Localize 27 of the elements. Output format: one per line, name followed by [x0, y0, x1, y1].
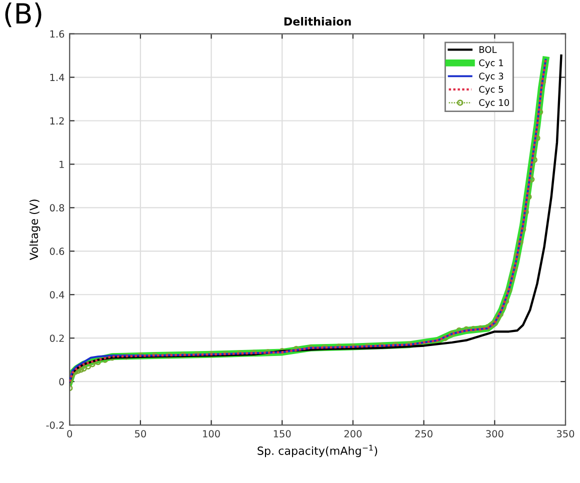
y-tick-label: 0.8 [50, 204, 64, 212]
x-axis-title: Sp. capacity(mAhg$^{−1}$) [258, 444, 378, 458]
text: (B) [5, 2, 42, 28]
y-tick-label: 0.6 [50, 248, 64, 255]
x-tick-label: 200 [344, 430, 362, 438]
y-tick-label: 0.2 [50, 334, 64, 342]
y-tick-label: 0 [59, 378, 64, 386]
x-tick-label: 100 [203, 430, 220, 438]
legend-label: Cyc 1 [479, 59, 504, 68]
x-tick-label: 0 [67, 430, 72, 438]
y-tick-label: 1 [60, 160, 64, 168]
y-tick-label: 1.4 [50, 74, 64, 81]
x-tick-label: 150 [274, 430, 291, 438]
legend-label: BOL [480, 46, 497, 53]
y-tick-label: -0.2 [46, 422, 64, 429]
legend-label: Cyc 5 [479, 86, 504, 94]
y-tick-label: 1.2 [50, 117, 64, 124]
chart-title: Delithiaion [284, 17, 351, 26]
x-tick-label: 300 [486, 430, 504, 438]
x-tick-label: 250 [415, 430, 432, 438]
x-tick-label: 50 [135, 430, 146, 438]
y-tick-label: 0.4 [50, 291, 64, 298]
y-tick-label: 1.6 [50, 30, 64, 38]
y-axis-title: Voltage (V) [29, 200, 40, 260]
x-tick-label: 350 [556, 430, 574, 438]
legend-label: Cyc 10 [479, 99, 509, 108]
legend-label: Cyc 3 [479, 72, 504, 82]
